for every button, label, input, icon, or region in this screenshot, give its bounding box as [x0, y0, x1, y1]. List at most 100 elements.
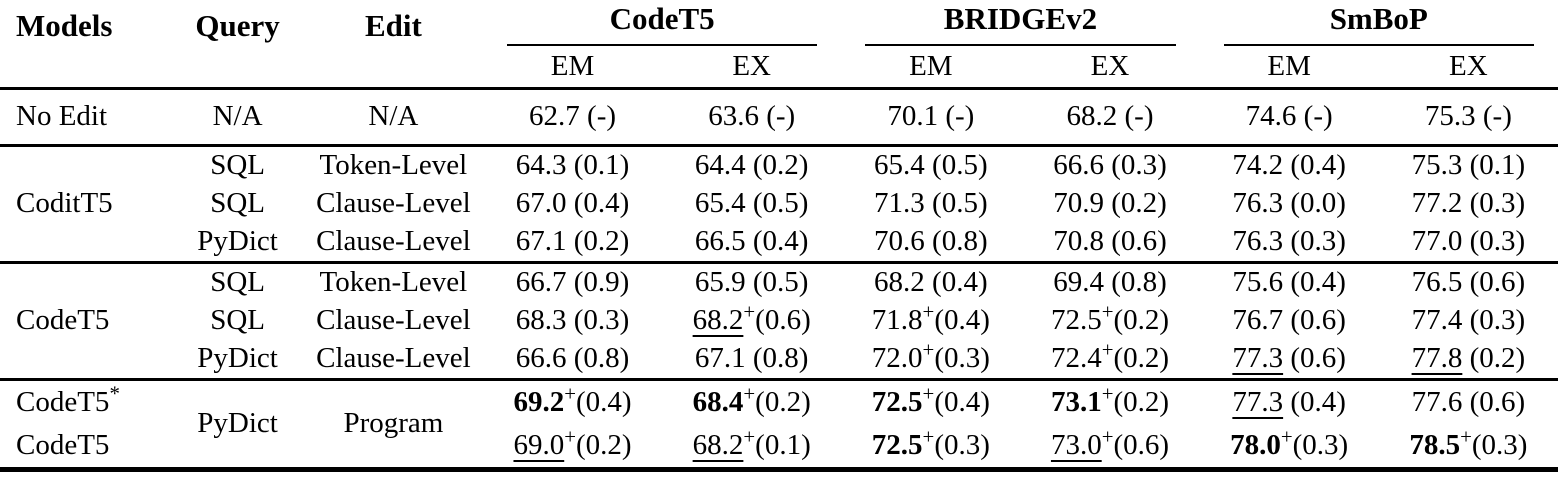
metric-std: (0.3)	[1471, 428, 1528, 461]
edit-cell: Clause-Level	[316, 187, 471, 219]
metric-value: 68.2	[874, 265, 925, 298]
metric-std: (0.2)	[1113, 385, 1170, 418]
metric-std: (0.2)	[566, 225, 630, 258]
metric-value: 64.3	[515, 148, 567, 181]
table-row: CodeT5 69.0+(0.2) 68.2+(0.1) 72.5+(0.3) …	[0, 424, 1558, 469]
plus-superscript: +	[922, 299, 935, 324]
metric-cell: 72.0+(0.3)	[841, 339, 1020, 379]
metric-std: (0.8)	[745, 342, 809, 375]
metric-value: 68.2	[692, 304, 744, 336]
metric-cell: 70.6 (0.8)	[841, 223, 1020, 262]
group-header-bridgev2-label: BRIDGEv2	[865, 1, 1176, 46]
metric-cell: 71.8+(0.4)	[841, 301, 1020, 340]
metric-cell: 68.3 (0.3)	[483, 301, 662, 340]
metric-cell: 71.3 (0.5)	[841, 184, 1020, 223]
metric-cell: 66.6 (0.3)	[1020, 145, 1199, 184]
metric-value: 76.3	[1232, 187, 1284, 219]
metric-std: (-)	[938, 100, 975, 132]
metric-value: 70.8	[1053, 225, 1104, 258]
metric-value: 77.0	[1411, 225, 1463, 258]
metric-std: (-)	[1475, 100, 1512, 132]
metric-cell: 77.2 (0.3)	[1379, 184, 1558, 223]
metric-cell: 66.5 (0.4)	[662, 223, 841, 262]
metric-std: (0.5)	[924, 148, 988, 181]
metric-value: 72.5	[1050, 304, 1102, 336]
metric-cell: 68.2+(0.1)	[662, 424, 841, 469]
query-cell: SQL	[210, 265, 265, 298]
edit-cell: Clause-Level	[316, 304, 471, 336]
metric-cell: 62.7 (-)	[483, 88, 662, 145]
table-row: SQL Clause-Level 67.0 (0.4) 65.4 (0.5) 7…	[0, 184, 1558, 223]
metric-value: 65.9	[694, 265, 746, 298]
header-row-metrics: EM EX EM EX EM EX	[0, 46, 1558, 88]
model-cell: No Edit	[16, 100, 108, 132]
metric-value: 75.3	[1411, 148, 1463, 181]
query-cell: N/A	[212, 100, 263, 132]
plus-superscript: +	[564, 381, 576, 406]
metric-std: (0.5)	[745, 187, 809, 219]
metric-cell: 66.6 (0.8)	[483, 340, 662, 379]
metric-value: 76.7	[1232, 304, 1284, 336]
metric-cell: 78.5+(0.3)	[1379, 424, 1558, 469]
metric-cell: 72.5+(0.2)	[1020, 301, 1199, 340]
metric-cell: 72.4+(0.2)	[1020, 339, 1199, 379]
metric-std: (0.6)	[1283, 304, 1346, 336]
metric-cell: 77.3 (0.4)	[1200, 379, 1379, 424]
results-table: Models Query Edit CodeT5 BRIDGEv2 SmBoP …	[0, 0, 1558, 469]
metric-value: 78.5	[1409, 428, 1461, 461]
metric-std: (0.8)	[566, 342, 630, 375]
metric-value: 72.0	[871, 342, 923, 375]
metric-std: (0.3)	[566, 304, 630, 336]
table-row: CodeT5 SQL Token-Level 66.7 (0.9) 65.9 (…	[0, 262, 1558, 336]
plus-superscript: +	[1101, 381, 1114, 406]
metric-value: 77.2	[1411, 187, 1463, 219]
metric-cell: 75.3 (0.1)	[1379, 145, 1558, 184]
metric-std: (0.9)	[566, 265, 630, 298]
subheader-codet5-ex: EX	[732, 49, 772, 82]
table-row: PyDict Clause-Level 66.6 (0.8) 67.1 (0.8…	[0, 339, 1558, 379]
metric-value: 77.3	[1232, 385, 1284, 418]
model-name: CodeT5	[16, 385, 110, 418]
subheader-bridgev2-ex: EX	[1090, 49, 1130, 82]
metric-cell: 68.2 (-)	[1020, 88, 1199, 145]
metric-cell: 74.6 (-)	[1200, 88, 1379, 145]
metric-value: 76.3	[1232, 225, 1284, 258]
metric-cell: 63.6 (-)	[662, 88, 841, 145]
metric-cell: 65.9 (0.5)	[662, 262, 841, 301]
metric-value: 69.2	[513, 385, 565, 418]
metric-value: 77.4	[1411, 304, 1463, 336]
metric-std: (0.4)	[576, 385, 632, 418]
query-cell: PyDict	[197, 342, 278, 375]
metric-std: (-)	[579, 100, 617, 132]
section-coditt5: CoditT5 SQL Token-Level 64.3 (0.1) 64.4 …	[0, 145, 1558, 262]
metric-std: (0.1)	[1462, 148, 1526, 181]
column-header-models: Models	[16, 8, 113, 43]
query-cell: SQL	[210, 187, 265, 219]
metric-std: (0.4)	[1283, 385, 1346, 418]
metric-std: (0.2)	[1103, 187, 1167, 219]
metric-cell: 70.9 (0.2)	[1020, 184, 1199, 223]
metric-cell: 64.4 (0.2)	[662, 145, 841, 184]
metric-std: (0.3)	[1103, 148, 1167, 181]
metric-value: 77.3	[1232, 342, 1284, 375]
metric-cell: 77.0 (0.3)	[1379, 223, 1558, 262]
metric-value: 69.4	[1053, 265, 1104, 298]
metric-std: (0.4)	[745, 225, 809, 258]
metric-std: (0.6)	[755, 304, 811, 336]
metric-cell: 67.1 (0.8)	[662, 340, 841, 379]
metric-std: (-)	[1296, 100, 1333, 132]
metric-std: (0.2)	[745, 148, 809, 181]
metric-cell: 78.0+(0.3)	[1200, 424, 1379, 469]
metric-value: 76.5	[1411, 265, 1463, 298]
group-header-bridgev2: BRIDGEv2	[841, 0, 1199, 46]
metric-cell: 72.5+(0.4)	[841, 379, 1020, 424]
query-cell: SQL	[210, 304, 265, 336]
plus-superscript: +	[743, 299, 756, 324]
metric-cell: 70.1 (-)	[841, 88, 1020, 145]
model-cell: CodeT5*	[0, 379, 171, 424]
metric-std: (0.1)	[566, 148, 630, 181]
column-header-query: Query	[195, 8, 280, 43]
metric-std: (0.6)	[1283, 342, 1346, 375]
plus-superscript: +	[743, 381, 756, 406]
metric-value: 67.1	[694, 342, 746, 375]
